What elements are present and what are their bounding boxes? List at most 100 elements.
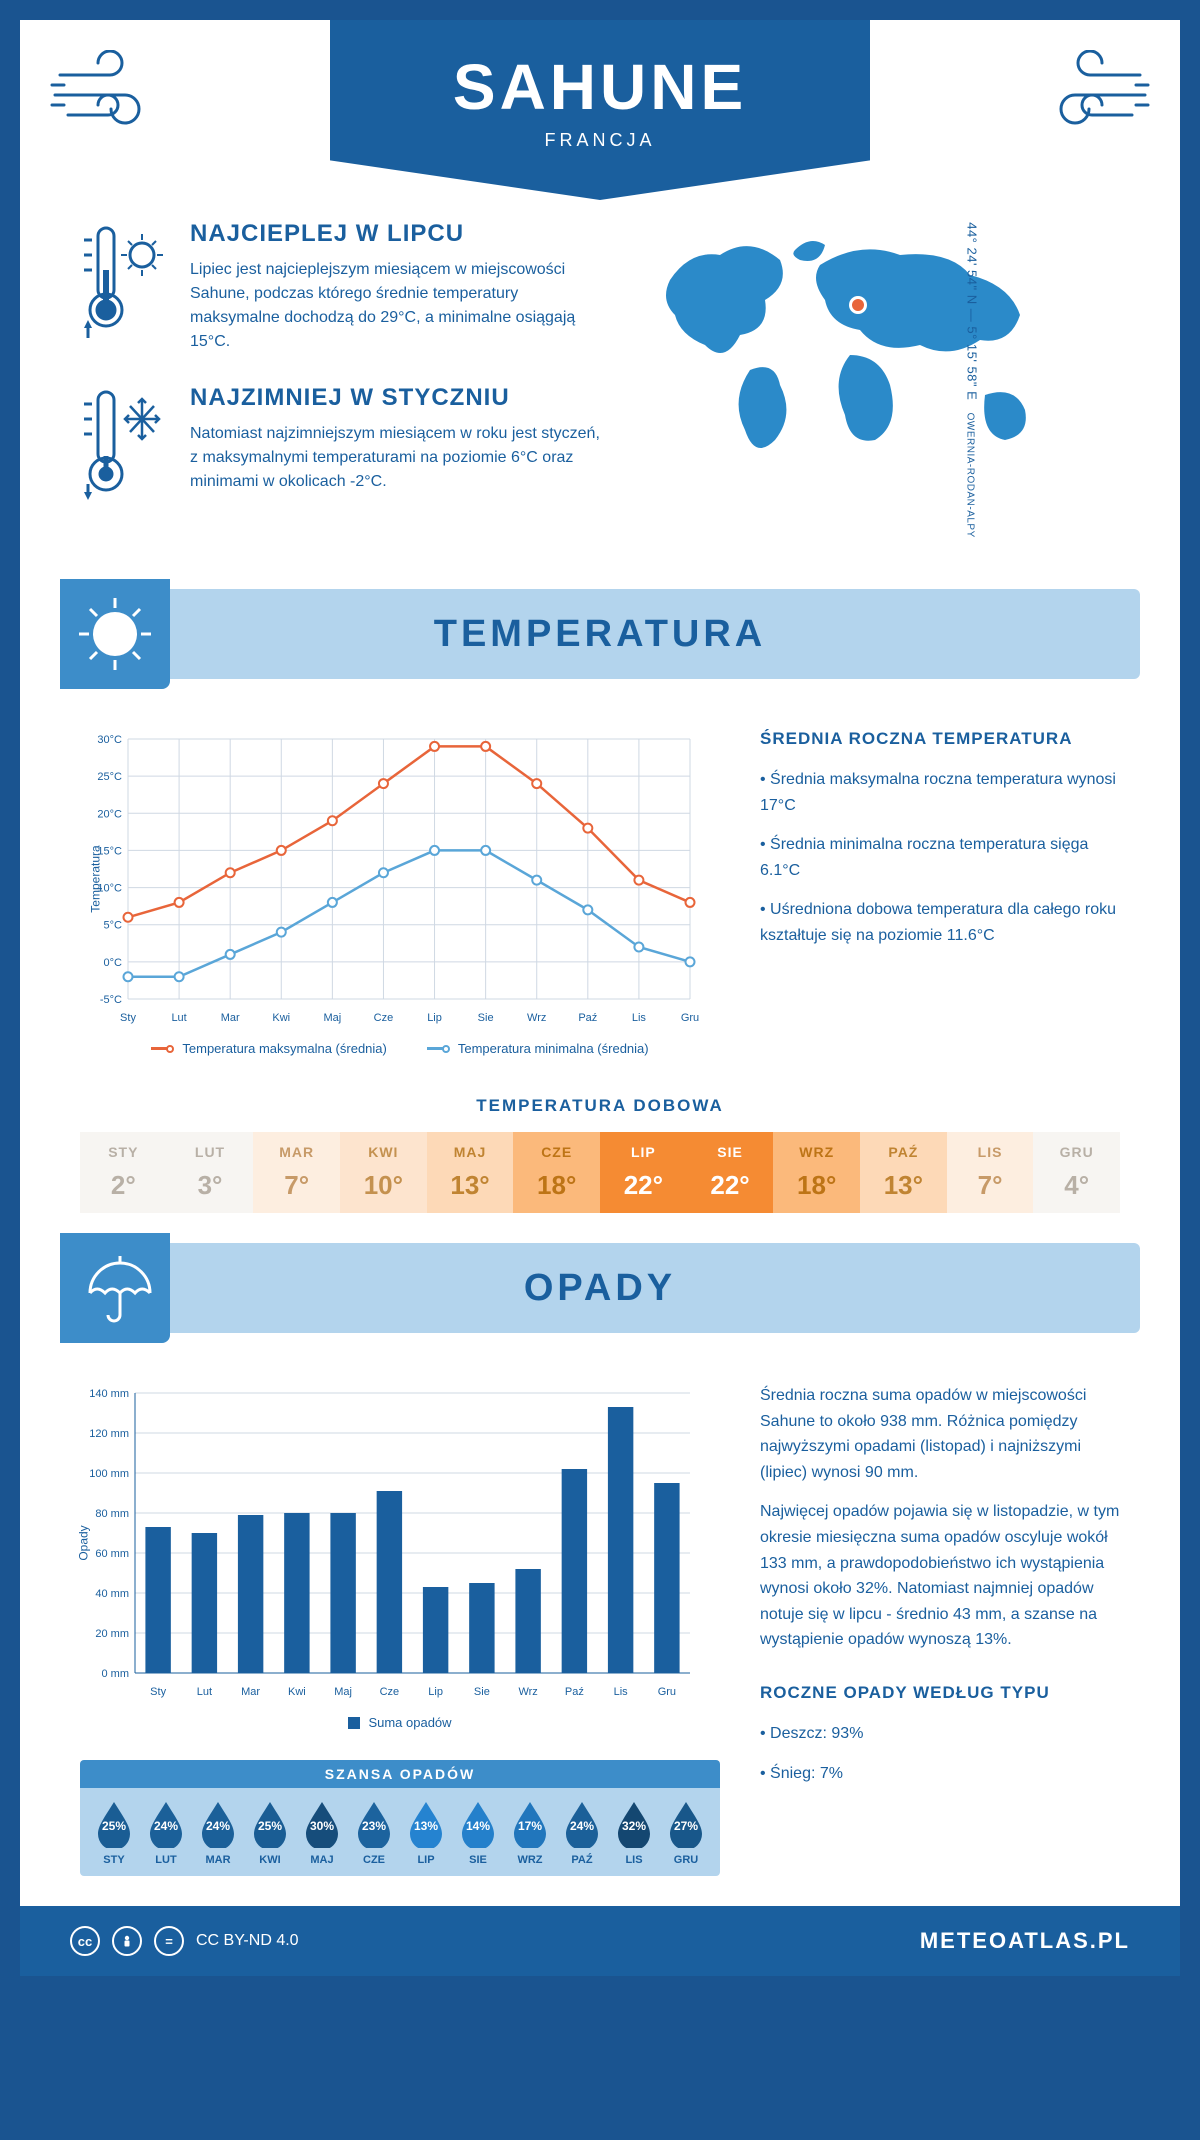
legend-min-label: Temperatura minimalna (średnia)	[458, 1041, 649, 1056]
cc-icon: cc	[70, 1926, 100, 1956]
chance-cell: 24% LUT	[140, 1800, 192, 1866]
precip-type-snow: • Śnieg: 7%	[760, 1761, 1120, 1787]
precip-type-rain: • Deszcz: 93%	[760, 1721, 1120, 1747]
wind-icon-right	[1020, 50, 1150, 145]
nd-icon: =	[154, 1926, 184, 1956]
precip-side-p2: Najwięcej opadów pojawia się w listopadz…	[760, 1499, 1120, 1653]
site-name: METEOATLAS.PL	[920, 1928, 1130, 1954]
chance-cell: 25% KWI	[244, 1800, 296, 1866]
svg-text:140 mm: 140 mm	[89, 1388, 129, 1400]
precip-type-title: ROCZNE OPADY WEDŁUG TYPU	[760, 1683, 1120, 1703]
svg-text:Lis: Lis	[632, 1012, 647, 1024]
hottest-text: Lipiec jest najcieplejszym miesiącem w m…	[190, 258, 610, 354]
svg-text:Sie: Sie	[474, 1686, 490, 1698]
thermo-cold-icon	[80, 384, 170, 509]
svg-text:80 mm: 80 mm	[95, 1508, 129, 1520]
temperature-title: TEMPERATURA	[60, 613, 1140, 656]
svg-text:-5°C: -5°C	[100, 994, 122, 1006]
svg-text:Lut: Lut	[197, 1686, 212, 1698]
svg-text:Lip: Lip	[427, 1012, 442, 1024]
chance-cell: 24% PAŹ	[556, 1800, 608, 1866]
svg-text:Maj: Maj	[334, 1686, 352, 1698]
daily-cell: STY 2°	[80, 1132, 167, 1213]
svg-text:Mar: Mar	[221, 1012, 240, 1024]
svg-text:Lip: Lip	[428, 1686, 443, 1698]
thermo-hot-icon	[80, 220, 170, 354]
svg-text:40 mm: 40 mm	[95, 1588, 129, 1600]
precipitation-title: OPADY	[60, 1267, 1140, 1310]
info-right: 44° 24' 54" N — 5° 15' 58" E OWERNIA-ROD…	[640, 220, 1120, 539]
svg-text:Maj: Maj	[323, 1012, 341, 1024]
page-root: SAHUNE FRANCJA	[20, 20, 1180, 1976]
svg-text:Kwi: Kwi	[272, 1012, 290, 1024]
svg-text:5°C: 5°C	[104, 920, 123, 932]
hottest-block: NAJCIEPLEJ W LIPCU Lipiec jest najcieple…	[80, 220, 610, 354]
daily-cell: SIE 22°	[687, 1132, 774, 1213]
svg-text:Sty: Sty	[150, 1686, 166, 1698]
page-footer: cc = CC BY-ND 4.0 METEOATLAS.PL	[20, 1906, 1180, 1976]
daily-cell: GRU 4°	[1033, 1132, 1120, 1213]
precip-legend: Suma opadów	[80, 1715, 720, 1730]
chance-cell: 17% WRZ	[504, 1800, 556, 1866]
temperature-chart-row: Temperatura -5°C0°C5°C10°C15°C20°C25°C30…	[20, 699, 1180, 1086]
banner-center: SAHUNE FRANCJA	[330, 20, 870, 200]
chance-cell: 24% MAR	[192, 1800, 244, 1866]
chance-cell: 32% LIS	[608, 1800, 660, 1866]
svg-text:30°C: 30°C	[97, 734, 122, 746]
license-text: CC BY-ND 4.0	[196, 1932, 299, 1950]
svg-text:20°C: 20°C	[97, 808, 122, 820]
svg-text:Gru: Gru	[658, 1686, 676, 1698]
temperature-chart: Temperatura -5°C0°C5°C10°C15°C20°C25°C30…	[80, 729, 720, 1056]
chance-cell: 23% CZE	[348, 1800, 400, 1866]
precipitation-chart: Opady 0 mm 20 mm 40 mm 60 mm 80 mm 100 mm 120 …	[80, 1383, 720, 1876]
license-block: cc = CC BY-ND 4.0	[70, 1926, 299, 1956]
precip-legend-label: Suma opadów	[368, 1715, 451, 1730]
temperature-side-text: ŚREDNIA ROCZNA TEMPERATURA • Średnia mak…	[760, 729, 1120, 1056]
temp-side-title: ŚREDNIA ROCZNA TEMPERATURA	[760, 729, 1120, 749]
umbrella-icon	[60, 1233, 170, 1343]
daily-temp-grid: STY 2° LUT 3° MAR 7° KWI 10° MAJ 13° CZE…	[80, 1132, 1120, 1213]
precip-side-p1: Średnia roczna suma opadów w miejscowośc…	[760, 1383, 1120, 1485]
svg-text:120 mm: 120 mm	[89, 1428, 129, 1440]
city-title: SAHUNE	[330, 50, 870, 124]
svg-text:Sie: Sie	[478, 1012, 494, 1024]
svg-text:Paź: Paź	[565, 1686, 584, 1698]
by-icon	[112, 1926, 142, 1956]
chance-cell: 13% LIP	[400, 1800, 452, 1866]
svg-text:Paź: Paź	[578, 1012, 597, 1024]
daily-cell: LIS 7°	[947, 1132, 1034, 1213]
coldest-title: NAJZIMNIEJ W STYCZNIU	[190, 384, 610, 412]
coldest-text: Natomiast najzimniejszym miesiącem w rok…	[190, 422, 610, 494]
svg-text:100 mm: 100 mm	[89, 1468, 129, 1480]
hottest-title: NAJCIEPLEJ W LIPCU	[190, 220, 610, 248]
rain-chance-title: SZANSA OPADÓW	[80, 1760, 720, 1788]
svg-text:Lis: Lis	[614, 1686, 629, 1698]
daily-cell: MAR 7°	[253, 1132, 340, 1213]
rain-chance-panel: SZANSA OPADÓW 25% STY 24% LUT 24% MAR 25…	[80, 1760, 720, 1876]
legend-max-label: Temperatura maksymalna (średnia)	[182, 1041, 386, 1056]
coordinates-label: 44° 24' 54" N — 5° 15' 58" E OWERNIA-ROD…	[965, 222, 980, 538]
svg-text:60 mm: 60 mm	[95, 1548, 129, 1560]
temp-legend: Temperatura maksymalna (średnia) Tempera…	[80, 1041, 720, 1056]
daily-cell: MAJ 13°	[427, 1132, 514, 1213]
info-section: NAJCIEPLEJ W LIPCU Lipiec jest najcieple…	[20, 200, 1180, 569]
daily-cell: PAŹ 13°	[860, 1132, 947, 1213]
daily-cell: WRZ 18°	[773, 1132, 860, 1213]
svg-text:Cze: Cze	[380, 1686, 400, 1698]
svg-text:Wrz: Wrz	[518, 1686, 537, 1698]
daily-cell: LIP 22°	[600, 1132, 687, 1213]
svg-text:0 mm: 0 mm	[102, 1668, 130, 1680]
svg-text:Gru: Gru	[681, 1012, 699, 1024]
header-banner: SAHUNE FRANCJA	[20, 20, 1180, 200]
precip-y-axis-label: Opady	[77, 1525, 91, 1560]
svg-text:Mar: Mar	[241, 1686, 260, 1698]
daily-cell: CZE 18°	[513, 1132, 600, 1213]
precipitation-chart-row: Opady 0 mm 20 mm 40 mm 60 mm 80 mm 100 mm 120 …	[20, 1353, 1180, 1906]
temp-side-p1: • Średnia maksymalna roczna temperatura …	[760, 767, 1120, 818]
world-map	[640, 220, 1080, 480]
info-left: NAJCIEPLEJ W LIPCU Lipiec jest najcieple…	[80, 220, 610, 539]
svg-text:20 mm: 20 mm	[95, 1628, 129, 1640]
svg-text:25°C: 25°C	[97, 771, 122, 783]
chance-cell: 14% SIE	[452, 1800, 504, 1866]
country-subtitle: FRANCJA	[330, 130, 870, 151]
